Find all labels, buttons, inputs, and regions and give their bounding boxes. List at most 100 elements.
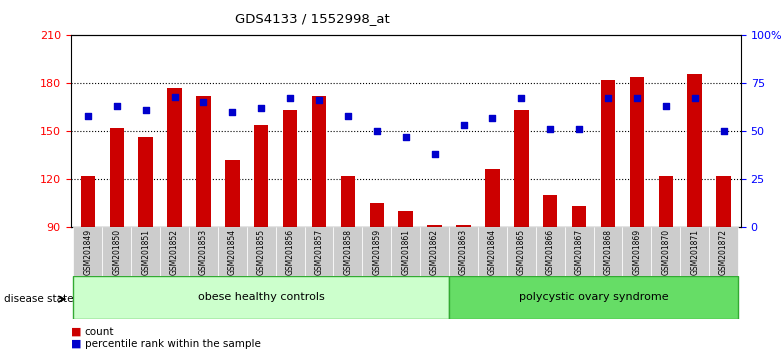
Bar xyxy=(139,137,153,227)
FancyBboxPatch shape xyxy=(103,227,131,276)
FancyBboxPatch shape xyxy=(391,227,420,276)
Text: ■: ■ xyxy=(71,326,81,337)
Text: GSM201858: GSM201858 xyxy=(343,229,353,275)
Point xyxy=(284,96,296,101)
Bar xyxy=(543,195,557,227)
Point xyxy=(198,99,210,105)
Text: GSM201859: GSM201859 xyxy=(372,229,381,275)
Text: GSM201868: GSM201868 xyxy=(604,229,612,275)
Text: GSM201864: GSM201864 xyxy=(488,229,497,275)
Point xyxy=(573,126,586,132)
FancyBboxPatch shape xyxy=(449,276,738,319)
Text: GSM201861: GSM201861 xyxy=(401,229,410,275)
Point xyxy=(544,126,557,132)
FancyBboxPatch shape xyxy=(189,227,218,276)
Text: GSM201850: GSM201850 xyxy=(112,229,122,275)
Text: percentile rank within the sample: percentile rank within the sample xyxy=(85,339,260,349)
FancyBboxPatch shape xyxy=(449,227,478,276)
Point xyxy=(630,96,643,101)
Bar xyxy=(312,96,326,227)
FancyBboxPatch shape xyxy=(652,227,681,276)
Text: GSM201862: GSM201862 xyxy=(430,229,439,275)
Text: obese healthy controls: obese healthy controls xyxy=(198,292,325,302)
Bar xyxy=(688,74,702,227)
FancyBboxPatch shape xyxy=(74,276,449,319)
Text: GSM201851: GSM201851 xyxy=(141,229,151,275)
Text: GSM201869: GSM201869 xyxy=(633,229,641,275)
Text: disease state: disease state xyxy=(4,294,74,304)
Text: GSM201866: GSM201866 xyxy=(546,229,555,275)
FancyBboxPatch shape xyxy=(478,227,506,276)
Point xyxy=(111,103,123,109)
Bar xyxy=(254,125,268,227)
FancyBboxPatch shape xyxy=(333,227,362,276)
FancyBboxPatch shape xyxy=(160,227,189,276)
Point xyxy=(342,113,354,119)
FancyBboxPatch shape xyxy=(218,227,247,276)
Point xyxy=(255,105,267,111)
Bar xyxy=(196,96,211,227)
FancyBboxPatch shape xyxy=(74,227,103,276)
Point xyxy=(226,109,238,115)
Bar xyxy=(369,202,384,227)
Bar xyxy=(398,211,413,227)
Bar xyxy=(283,110,297,227)
Point xyxy=(399,134,412,139)
Point xyxy=(457,122,470,128)
FancyBboxPatch shape xyxy=(593,227,622,276)
Text: GSM201853: GSM201853 xyxy=(199,229,208,275)
FancyBboxPatch shape xyxy=(420,227,449,276)
Bar xyxy=(456,225,470,227)
Text: GDS4133 / 1552998_at: GDS4133 / 1552998_at xyxy=(235,12,390,25)
Text: count: count xyxy=(85,326,114,337)
Text: GSM201849: GSM201849 xyxy=(83,229,93,275)
Point xyxy=(659,103,672,109)
Text: GSM201857: GSM201857 xyxy=(314,229,324,275)
Text: GSM201855: GSM201855 xyxy=(256,229,266,275)
FancyBboxPatch shape xyxy=(247,227,276,276)
Bar xyxy=(514,110,528,227)
Text: GSM201865: GSM201865 xyxy=(517,229,526,275)
Point xyxy=(140,107,152,113)
Text: GSM201852: GSM201852 xyxy=(170,229,179,275)
Bar xyxy=(341,176,355,227)
Text: ■: ■ xyxy=(71,339,81,349)
Bar xyxy=(717,176,731,227)
Bar xyxy=(81,176,95,227)
Bar xyxy=(601,80,615,227)
FancyBboxPatch shape xyxy=(709,227,738,276)
Text: GSM201854: GSM201854 xyxy=(228,229,237,275)
Point xyxy=(428,151,441,157)
FancyBboxPatch shape xyxy=(535,227,564,276)
Bar xyxy=(167,88,182,227)
FancyBboxPatch shape xyxy=(362,227,391,276)
Text: GSM201870: GSM201870 xyxy=(661,229,670,275)
Bar xyxy=(225,160,240,227)
FancyBboxPatch shape xyxy=(131,227,160,276)
Point xyxy=(601,96,614,101)
FancyBboxPatch shape xyxy=(681,227,709,276)
FancyBboxPatch shape xyxy=(622,227,652,276)
FancyBboxPatch shape xyxy=(506,227,535,276)
Text: polycystic ovary syndrome: polycystic ovary syndrome xyxy=(519,292,668,302)
Text: GSM201863: GSM201863 xyxy=(459,229,468,275)
Point xyxy=(313,98,325,103)
Bar xyxy=(659,176,673,227)
Point xyxy=(515,96,528,101)
Point xyxy=(717,128,730,134)
Point xyxy=(486,115,499,120)
FancyBboxPatch shape xyxy=(276,227,305,276)
FancyBboxPatch shape xyxy=(564,227,593,276)
Point xyxy=(82,113,94,119)
Text: GSM201856: GSM201856 xyxy=(285,229,295,275)
Bar xyxy=(427,225,442,227)
FancyBboxPatch shape xyxy=(305,227,333,276)
Bar xyxy=(630,77,644,227)
Text: GSM201867: GSM201867 xyxy=(575,229,583,275)
Point xyxy=(371,128,383,134)
Bar xyxy=(110,128,124,227)
Text: GSM201872: GSM201872 xyxy=(719,229,728,275)
Point xyxy=(169,94,181,99)
Bar xyxy=(485,169,499,227)
Text: GSM201871: GSM201871 xyxy=(690,229,699,275)
